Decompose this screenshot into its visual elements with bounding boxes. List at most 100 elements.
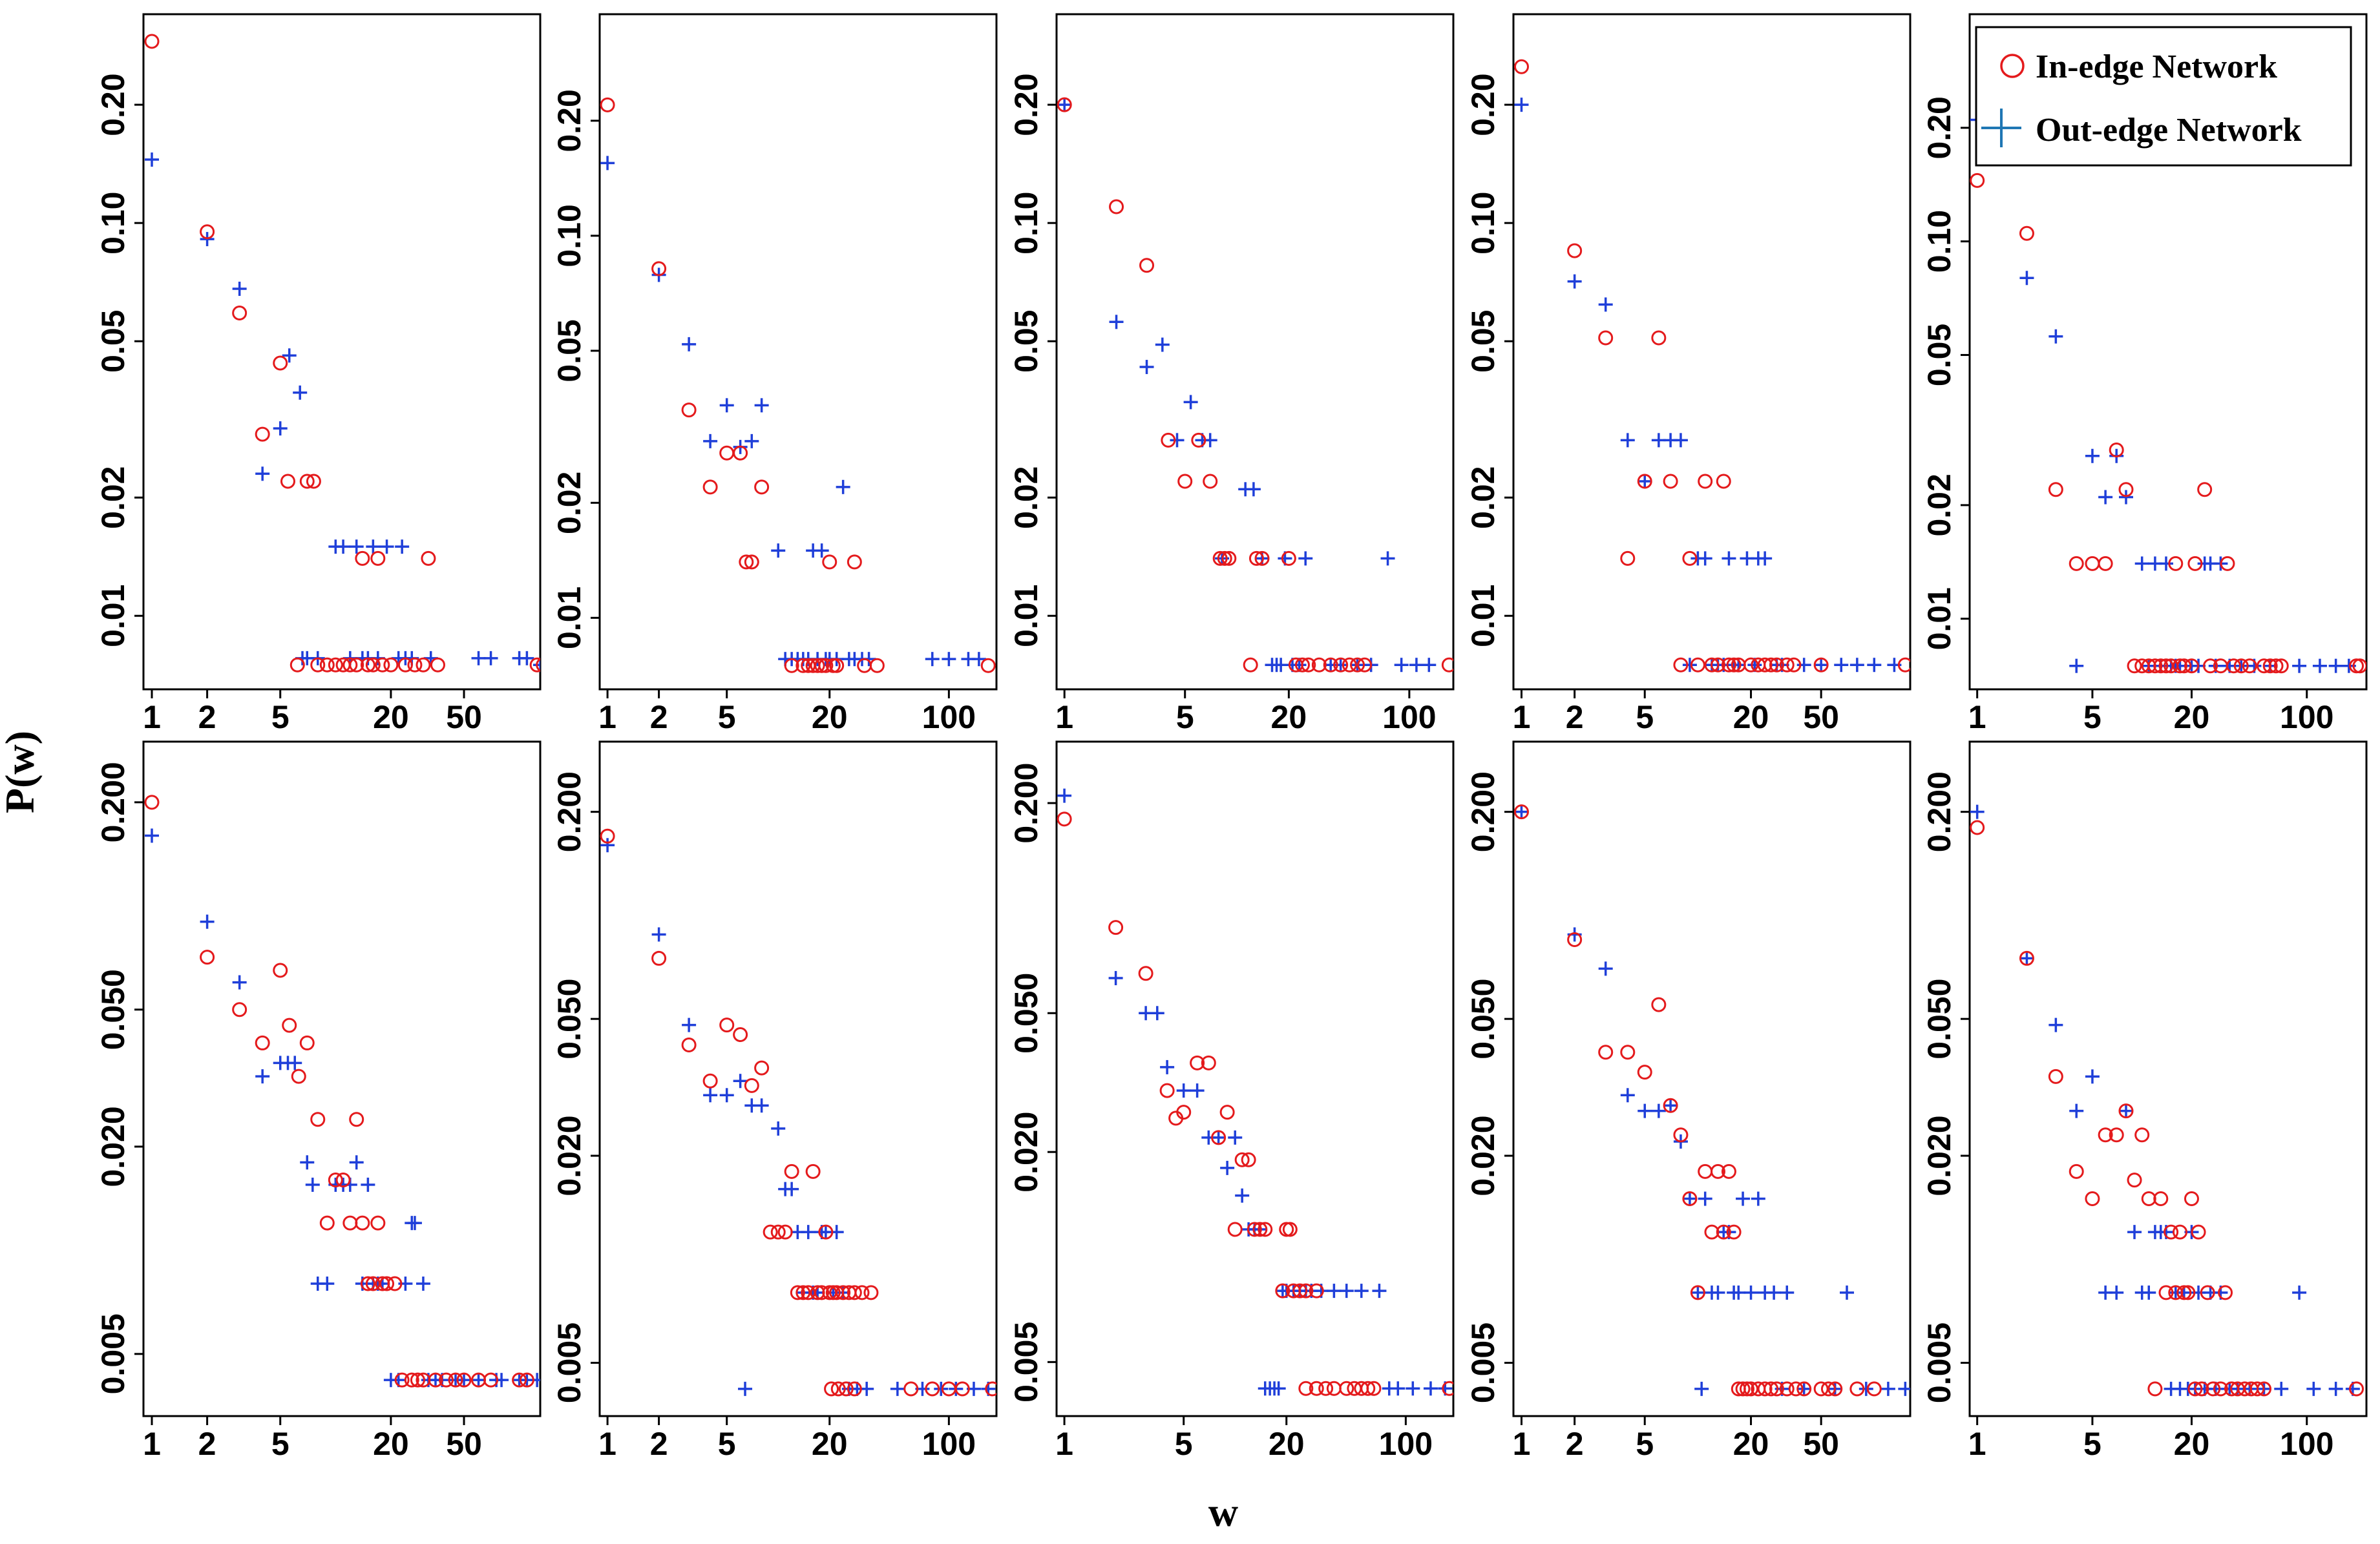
y-tick-label: 0.05 [1921, 324, 1957, 386]
out-edge-point [379, 539, 394, 554]
in-edge-point [1292, 1283, 1308, 1299]
in-edge-point [702, 1073, 718, 1089]
panel-points [1970, 112, 2366, 674]
out-edge-point [1834, 658, 1849, 673]
in-edge-point [818, 1224, 834, 1240]
out-edge-point [1333, 658, 1348, 673]
y-tick-label: 0.200 [95, 762, 131, 842]
out-edge-point [942, 652, 956, 667]
in-edge-point [342, 657, 358, 673]
out-edge-point [2069, 1103, 2084, 1118]
in-edge-point [838, 1381, 854, 1397]
x-tick-label: 20 [373, 699, 409, 735]
y-tick-label: 0.20 [1008, 73, 1044, 136]
in-edge-point [1598, 1045, 1614, 1060]
in-edge-point [299, 1035, 315, 1050]
in-edge-point [600, 97, 615, 112]
in-edge-point [777, 1224, 793, 1240]
y-tick-label: 0.005 [1921, 1322, 1957, 1403]
in-edge-point [536, 658, 540, 672]
out-edge-point [2306, 1381, 2321, 1396]
panel-top-2: 1 2 5 20 100 0.01 0.02 0.05 0.10 0.20 [551, 13, 998, 735]
y-tick-label: 0.020 [95, 1106, 131, 1187]
y-tick-label: 0.005 [1465, 1322, 1501, 1403]
in-edge-point [790, 1285, 805, 1300]
out-edge-point [785, 1182, 799, 1196]
in-edge-point [784, 658, 799, 673]
panel-top-1: 1 2 5 20 50 0.01 0.02 0.05 0.10 0.20 [95, 13, 542, 735]
in-edge-point [1651, 997, 1667, 1012]
in-edge-point [1567, 932, 1583, 947]
in-edge-point [2273, 658, 2289, 674]
x-tick-label: 1 [143, 1426, 161, 1462]
x-tick-label: 50 [1803, 1426, 1839, 1462]
in-edge-point [1796, 1381, 1812, 1397]
out-edge-point [1796, 1381, 1811, 1396]
out-edge-point [1620, 1088, 1635, 1103]
in-edge-point [1234, 1152, 1250, 1167]
x-tick-label: 1 [1968, 699, 1986, 735]
in-edge-point [483, 1372, 499, 1388]
in-edge-point [2268, 658, 2284, 674]
in-edge-point [1311, 657, 1327, 673]
y-tick-label: 0.10 [1465, 192, 1501, 255]
in-edge-point [733, 445, 748, 461]
in-edge-point [739, 554, 754, 570]
out-edge-point [232, 282, 247, 297]
in-edge-point [306, 474, 321, 489]
in-edge-point [1710, 657, 1725, 673]
panel-frame [1055, 13, 1455, 691]
in-edge-point [1161, 432, 1176, 448]
y-tick-label: 0.020 [1465, 1115, 1501, 1196]
out-edge-point [754, 398, 769, 413]
y-tick-label: 0.10 [551, 204, 587, 267]
in-edge-point [255, 1035, 270, 1050]
in-edge-point [733, 1027, 748, 1043]
in-edge-point [2180, 1285, 2196, 1300]
y-tick-label: 0.02 [551, 472, 587, 534]
in-edge-point [1217, 550, 1232, 566]
out-edge-point [200, 914, 215, 929]
in-edge-point [1690, 1285, 1705, 1300]
in-edge-point [1243, 657, 1258, 673]
x-tick-label: 1 [1513, 699, 1531, 735]
in-edge-point [1219, 1105, 1235, 1120]
x-tick-label: 1 [1968, 1426, 1986, 1462]
out-edge-point [145, 828, 160, 843]
in-edge-point [319, 1215, 335, 1231]
in-edge-point [328, 657, 343, 673]
in-edge-point [719, 1017, 735, 1033]
y-tick-label: 0.01 [1008, 585, 1044, 647]
in-edge-point [1057, 811, 1072, 827]
in-edge-point [1866, 1381, 1882, 1397]
in-edge-point [1721, 657, 1736, 673]
in-edge-point [416, 657, 431, 673]
in-edge-point [1820, 1381, 1836, 1397]
in-edge-point [1673, 1127, 1689, 1143]
y-tick-label: 0.02 [1921, 474, 1957, 536]
out-edge-point [744, 433, 759, 448]
in-edge-point [1769, 1381, 1784, 1397]
in-edge-point [863, 1285, 879, 1300]
out-edge-point [407, 1216, 422, 1231]
panel-frame [1512, 740, 1911, 1417]
in-edge-point [2048, 482, 2063, 497]
y-tick-label: 0.020 [1921, 1115, 1957, 1196]
x-tick-label: 100 [2280, 1426, 2333, 1462]
in-edge-point [2187, 556, 2203, 571]
in-edge-point [1333, 657, 1349, 673]
x-tick-label: 20 [373, 1426, 409, 1462]
y-tick-label: 0.01 [551, 587, 587, 649]
out-edge-point [232, 975, 247, 990]
in-edge-point [2226, 658, 2242, 674]
in-edge-point [355, 1215, 370, 1231]
out-edge-point [2312, 658, 2327, 673]
in-edge-point [824, 1381, 839, 1397]
y-tick-label: 0.10 [1921, 210, 1957, 273]
in-edge-point [2197, 482, 2213, 497]
in-edge-point [310, 657, 326, 673]
x-tick-label: 5 [718, 1426, 736, 1462]
out-edge-point [2085, 448, 2100, 463]
in-edge-point [1827, 1381, 1843, 1397]
in-edge-point [2194, 1381, 2209, 1397]
